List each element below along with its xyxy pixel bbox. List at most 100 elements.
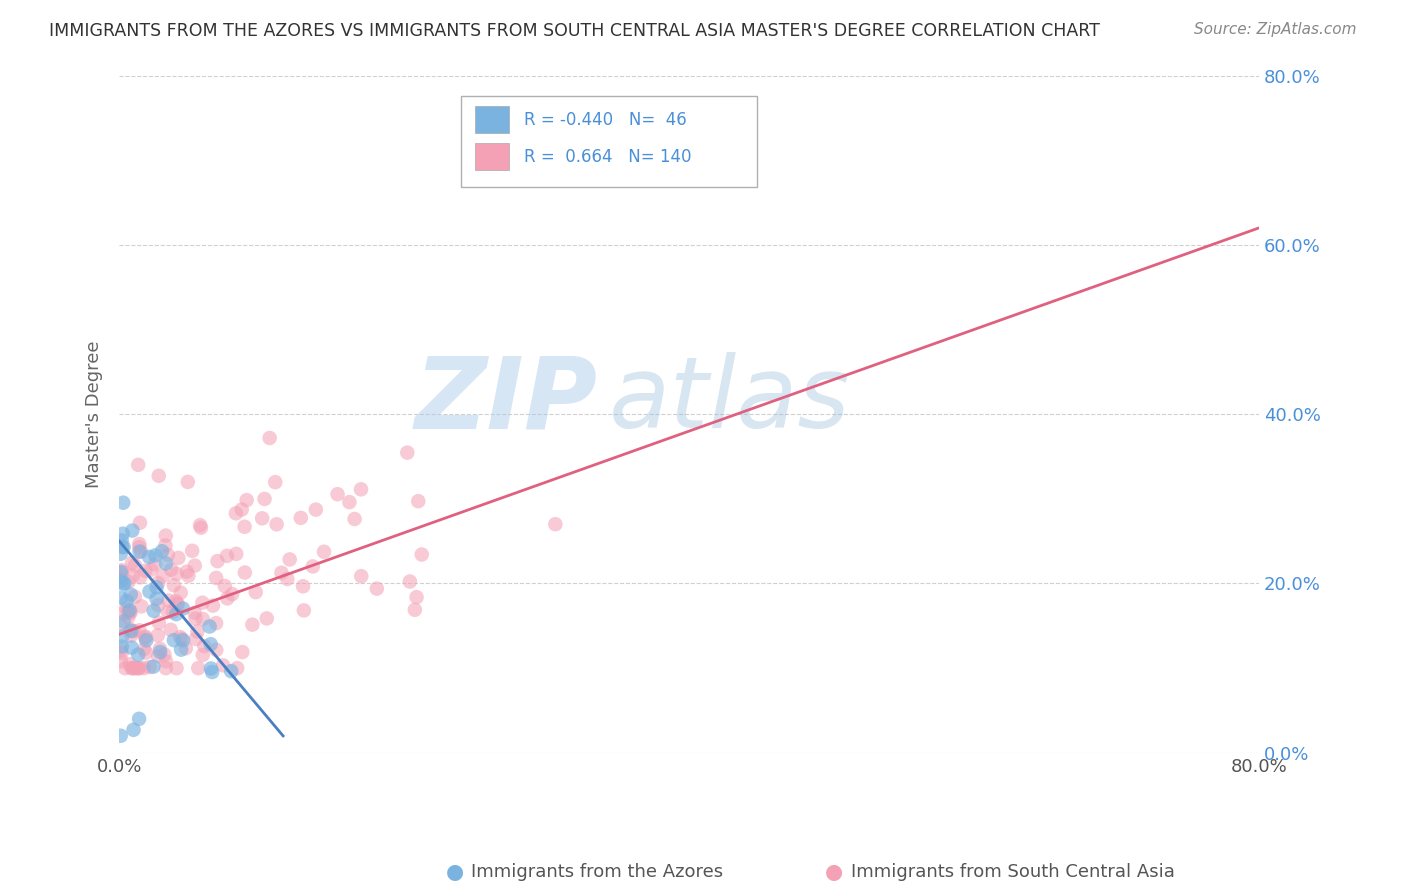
Point (240, 617, 263, 632)
Point (114, 661, 136, 675)
Point (122, 624, 145, 639)
Point (111, 563, 134, 577)
Point (146, 649, 169, 664)
Point (121, 524, 143, 538)
Point (146, 575, 169, 590)
Point (186, 624, 208, 639)
Point (145, 591, 167, 606)
Point (207, 554, 229, 568)
Point (301, 559, 323, 574)
Point (110, 646, 132, 660)
Text: ●: ● (446, 863, 464, 882)
Point (167, 550, 190, 565)
Text: R = -0.440   N=  46: R = -0.440 N= 46 (524, 111, 686, 128)
Point (121, 661, 143, 675)
Point (264, 475, 287, 490)
Point (150, 544, 173, 558)
Point (177, 568, 200, 582)
Point (404, 603, 426, 617)
Point (128, 540, 150, 554)
Point (312, 545, 335, 559)
Point (190, 521, 212, 535)
Text: ●: ● (825, 863, 844, 882)
Point (233, 520, 256, 534)
Point (139, 660, 162, 674)
Point (181, 543, 204, 558)
Point (138, 549, 160, 564)
Point (183, 606, 205, 620)
FancyBboxPatch shape (475, 144, 509, 170)
Point (145, 580, 167, 594)
Point (201, 599, 224, 613)
Point (231, 645, 253, 659)
Text: R =  0.664   N= 140: R = 0.664 N= 140 (524, 148, 692, 166)
Point (184, 611, 207, 625)
Text: Immigrants from the Azores: Immigrants from the Azores (471, 863, 723, 881)
Point (112, 576, 135, 591)
Point (149, 641, 172, 656)
Text: atlas: atlas (609, 352, 851, 450)
Point (124, 590, 146, 604)
Point (245, 585, 267, 599)
Point (205, 616, 228, 631)
Point (110, 565, 132, 579)
Point (110, 643, 132, 657)
Point (253, 491, 276, 506)
Point (135, 646, 157, 660)
Point (176, 565, 198, 579)
Point (146, 598, 169, 612)
Point (122, 661, 145, 675)
Point (266, 517, 288, 532)
Point (121, 556, 143, 570)
Point (142, 659, 165, 673)
Point (155, 654, 177, 668)
Y-axis label: Master's Degree: Master's Degree (86, 341, 103, 488)
Point (110, 547, 132, 561)
Text: IMMIGRANTS FROM THE AZORES VS IMMIGRANTS FROM SOUTH CENTRAL ASIA MASTER'S DEGREE: IMMIGRANTS FROM THE AZORES VS IMMIGRANTS… (49, 22, 1099, 40)
Point (174, 641, 197, 656)
Point (153, 648, 176, 662)
Point (120, 623, 142, 637)
Point (129, 570, 152, 584)
Point (165, 594, 187, 608)
Point (172, 633, 194, 648)
Point (157, 605, 180, 619)
Point (110, 618, 132, 632)
Point (111, 629, 134, 643)
Point (221, 587, 243, 601)
Point (110, 571, 132, 585)
Point (111, 526, 134, 541)
Point (131, 599, 153, 614)
Point (120, 624, 142, 638)
Point (170, 632, 193, 646)
Point (111, 533, 134, 548)
Point (128, 544, 150, 558)
Point (152, 569, 174, 583)
Point (343, 512, 366, 526)
Point (134, 642, 156, 657)
Point (212, 658, 235, 673)
Point (155, 538, 177, 552)
Point (138, 584, 160, 599)
Point (184, 558, 207, 573)
Point (169, 630, 191, 644)
Point (111, 640, 134, 654)
Point (350, 483, 373, 497)
Point (225, 547, 247, 561)
Point (142, 604, 165, 618)
Point (163, 633, 186, 648)
Point (198, 619, 221, 633)
Text: Source: ZipAtlas.com: Source: ZipAtlas.com (1194, 22, 1357, 37)
Point (112, 615, 135, 629)
Point (278, 552, 301, 566)
Point (115, 594, 138, 608)
Point (184, 632, 207, 646)
Point (127, 458, 149, 472)
Point (188, 518, 211, 533)
Point (132, 661, 155, 675)
Point (235, 493, 257, 508)
Text: ZIP: ZIP (415, 352, 598, 450)
Point (155, 557, 177, 571)
Point (396, 445, 419, 459)
Point (156, 548, 179, 562)
